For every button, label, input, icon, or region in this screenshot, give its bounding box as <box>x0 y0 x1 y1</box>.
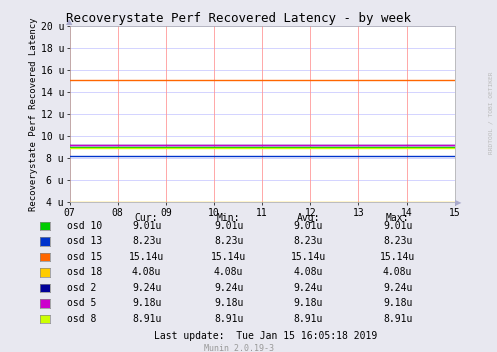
Text: osd 8: osd 8 <box>67 314 96 324</box>
Text: 9.01u: 9.01u <box>383 221 413 231</box>
Text: 9.24u: 9.24u <box>214 283 244 293</box>
Text: 9.01u: 9.01u <box>214 221 244 231</box>
Text: 8.91u: 8.91u <box>383 314 413 324</box>
Text: 8.23u: 8.23u <box>383 237 413 246</box>
Text: 15.14u: 15.14u <box>291 252 326 262</box>
Text: 8.91u: 8.91u <box>214 314 244 324</box>
Text: 8.23u: 8.23u <box>132 237 162 246</box>
Text: 9.24u: 9.24u <box>293 283 323 293</box>
Text: 4.08u: 4.08u <box>214 268 244 277</box>
Text: osd 13: osd 13 <box>67 237 102 246</box>
Text: 9.18u: 9.18u <box>293 298 323 308</box>
Text: 9.18u: 9.18u <box>383 298 413 308</box>
Text: 15.14u: 15.14u <box>129 252 164 262</box>
Text: RRDTOOL / TOBI OETIKER: RRDTOOL / TOBI OETIKER <box>489 71 494 154</box>
Y-axis label: Recoverystate Perf Recovered Latency: Recoverystate Perf Recovered Latency <box>29 18 38 211</box>
Text: osd 5: osd 5 <box>67 298 96 308</box>
Text: 8.91u: 8.91u <box>132 314 162 324</box>
Text: osd 2: osd 2 <box>67 283 96 293</box>
Text: Recoverystate Perf Recovered Latency - by week: Recoverystate Perf Recovered Latency - b… <box>66 12 411 25</box>
Text: 4.08u: 4.08u <box>293 268 323 277</box>
Text: 9.24u: 9.24u <box>132 283 162 293</box>
Text: Min:: Min: <box>217 213 241 223</box>
Text: Munin 2.0.19-3: Munin 2.0.19-3 <box>204 344 273 352</box>
Text: 8.23u: 8.23u <box>214 237 244 246</box>
Text: 8.91u: 8.91u <box>293 314 323 324</box>
Text: 9.18u: 9.18u <box>132 298 162 308</box>
Text: Cur:: Cur: <box>135 213 159 223</box>
Text: 9.24u: 9.24u <box>383 283 413 293</box>
Text: osd 15: osd 15 <box>67 252 102 262</box>
Text: osd 18: osd 18 <box>67 268 102 277</box>
Text: Avg:: Avg: <box>296 213 320 223</box>
Text: Last update:  Tue Jan 15 16:05:18 2019: Last update: Tue Jan 15 16:05:18 2019 <box>154 331 378 341</box>
Text: 4.08u: 4.08u <box>383 268 413 277</box>
Text: 4.08u: 4.08u <box>132 268 162 277</box>
Text: 9.18u: 9.18u <box>214 298 244 308</box>
Text: Max:: Max: <box>386 213 410 223</box>
Text: ▶: ▶ <box>455 198 461 207</box>
Text: 8.23u: 8.23u <box>293 237 323 246</box>
Text: 9.01u: 9.01u <box>293 221 323 231</box>
Text: osd 10: osd 10 <box>67 221 102 231</box>
Text: 15.14u: 15.14u <box>380 252 415 262</box>
Text: 15.14u: 15.14u <box>211 252 246 262</box>
Text: ▲: ▲ <box>66 17 73 26</box>
Text: 9.01u: 9.01u <box>132 221 162 231</box>
